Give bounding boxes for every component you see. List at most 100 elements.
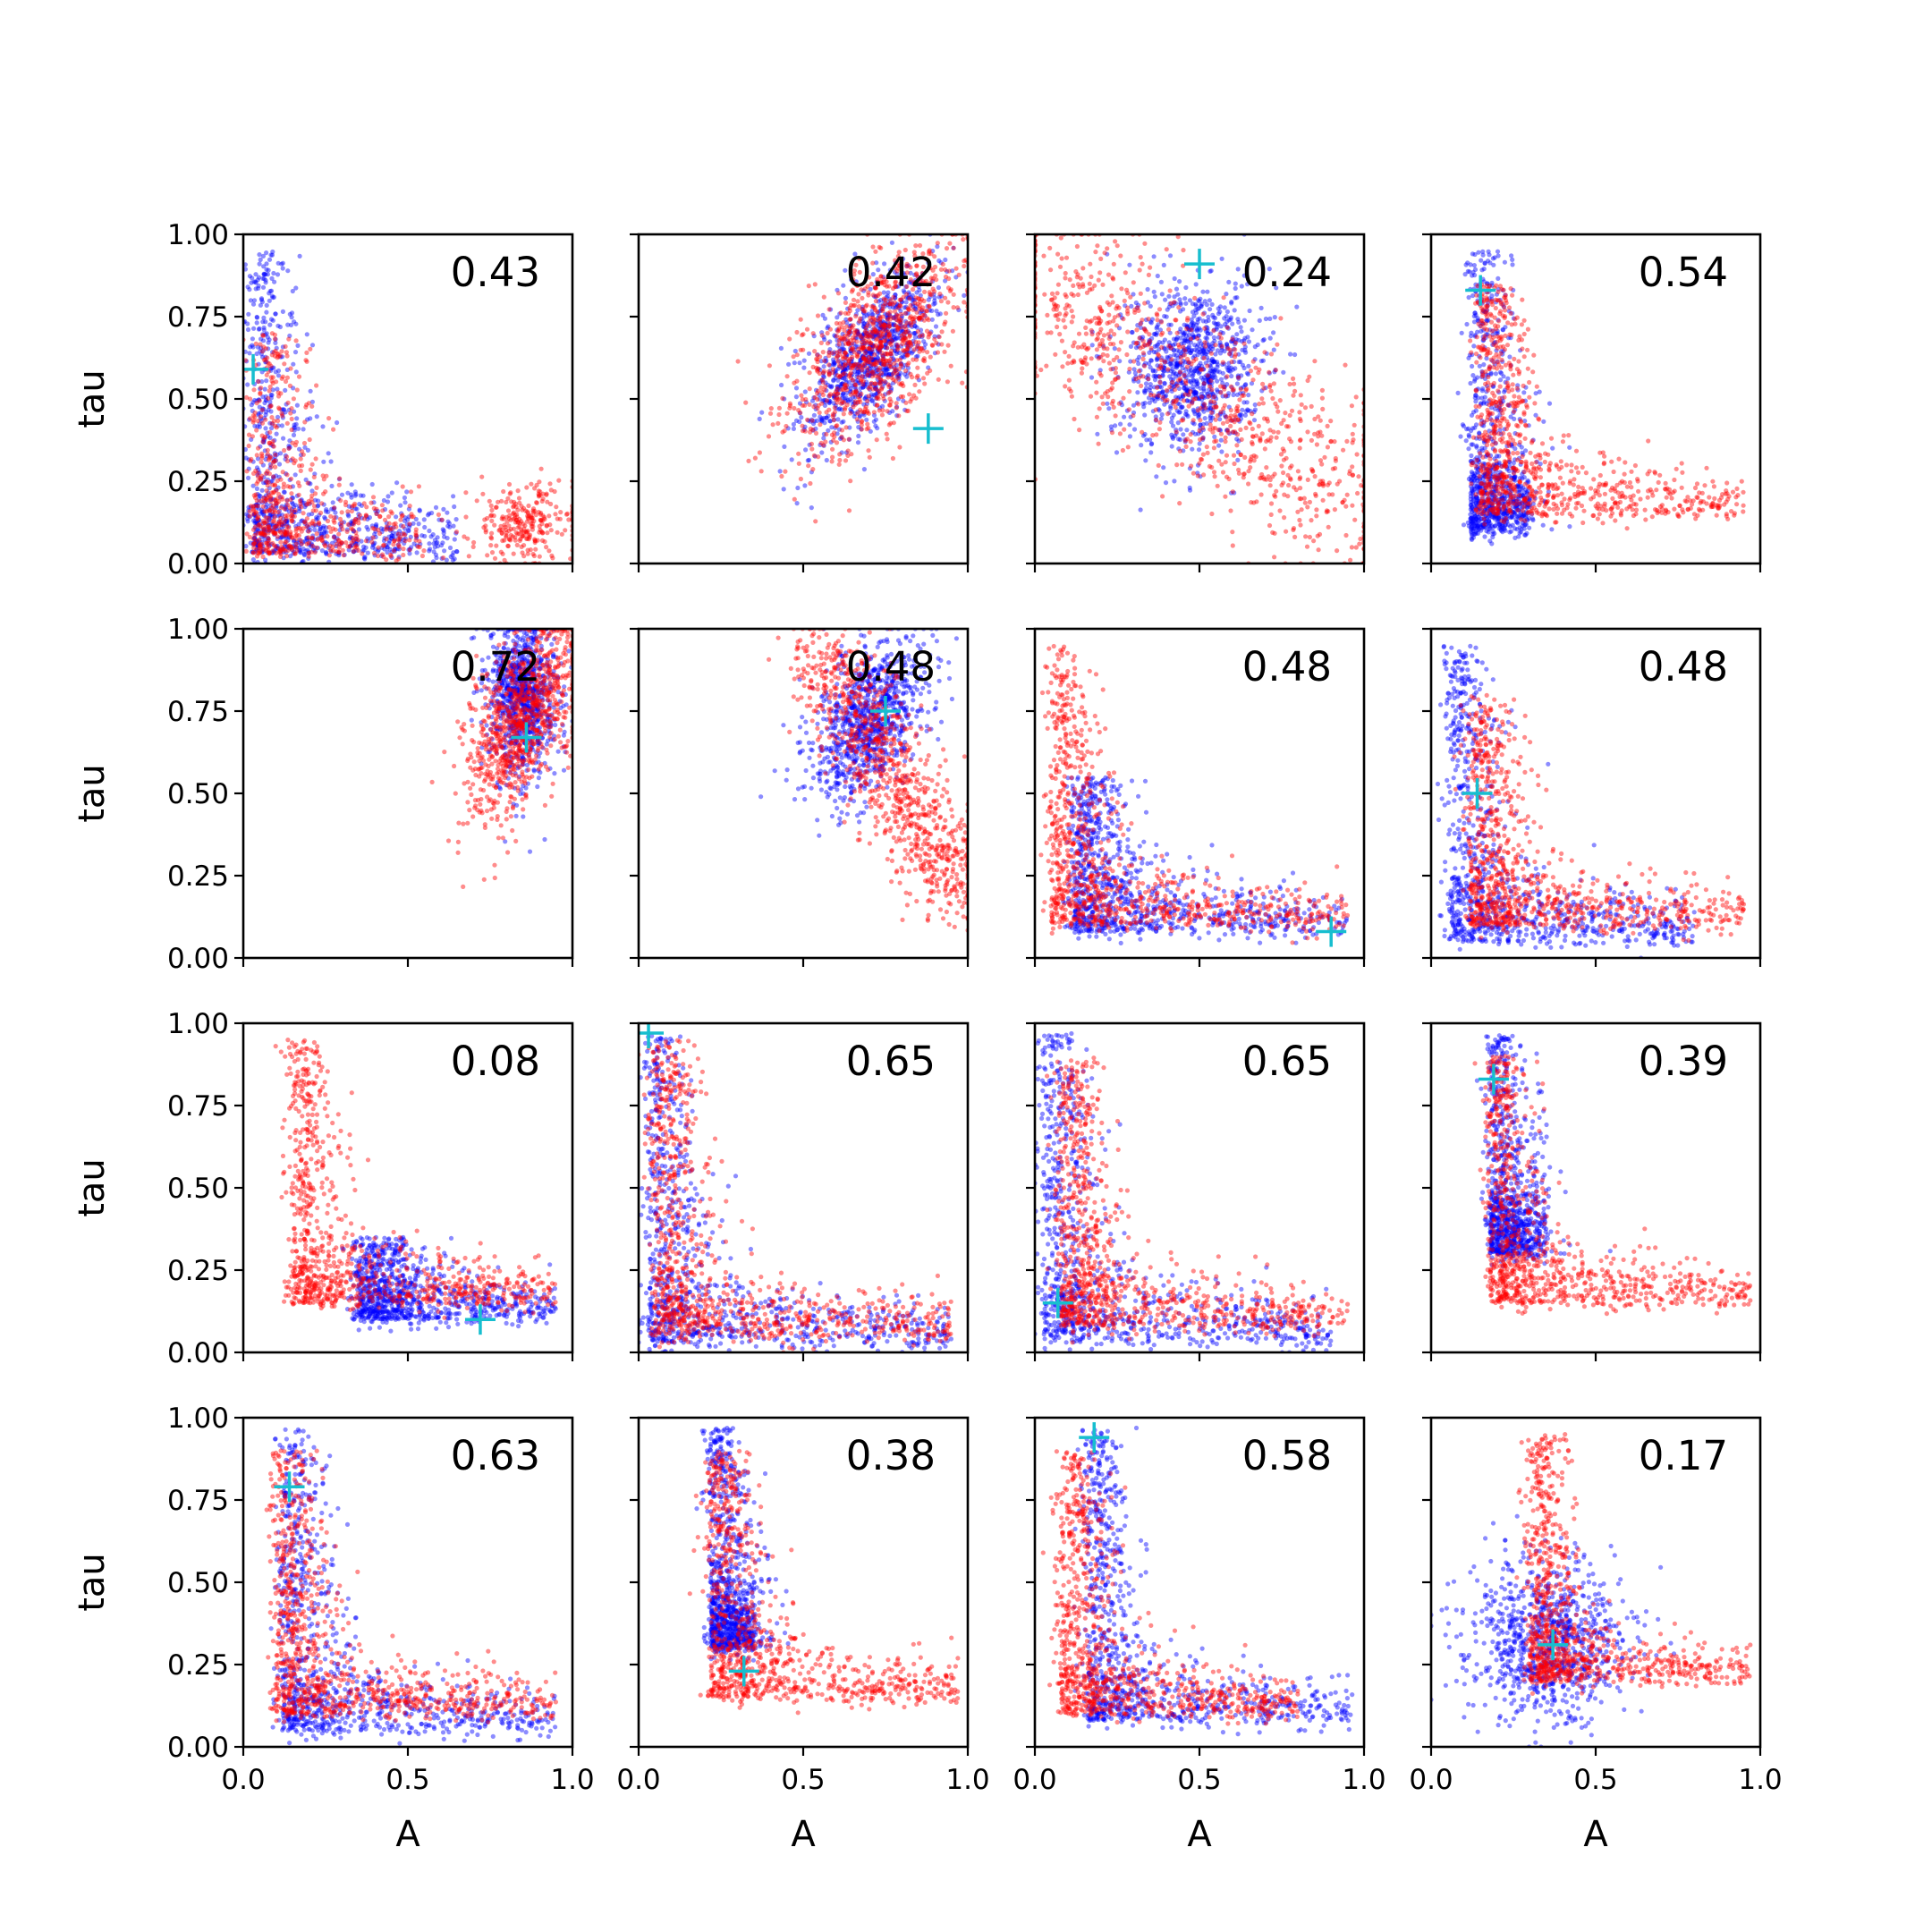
point-red: [924, 328, 930, 334]
point-red: [506, 516, 513, 521]
point-blue: [1185, 336, 1191, 342]
point-blue: [332, 505, 337, 511]
point-red: [780, 429, 785, 435]
point-blue: [1188, 378, 1193, 385]
point-red: [948, 363, 953, 369]
point-blue: [1245, 282, 1250, 287]
point-blue: [279, 504, 284, 509]
point-blue: [1223, 322, 1228, 327]
point-blue: [874, 391, 879, 397]
point-red: [1235, 403, 1241, 409]
point-blue: [853, 386, 859, 392]
point-blue: [886, 367, 891, 372]
point-red: [339, 540, 344, 546]
point-blue: [302, 521, 308, 527]
point-blue: [874, 279, 879, 284]
point-red: [837, 452, 843, 457]
point-red: [883, 301, 888, 307]
point-blue: [276, 474, 282, 480]
point-red: [853, 383, 859, 388]
point-red: [1148, 338, 1153, 343]
point-blue: [1127, 434, 1132, 439]
point-blue: [344, 527, 350, 532]
point-blue: [1193, 334, 1199, 339]
point-blue: [860, 411, 866, 416]
point-blue: [263, 360, 268, 365]
point-blue: [1222, 305, 1227, 310]
point-red: [1109, 401, 1114, 406]
point-blue: [1170, 371, 1176, 377]
point-red: [1200, 425, 1206, 431]
point-red: [920, 279, 926, 284]
point-blue: [809, 470, 815, 475]
point-blue: [857, 414, 862, 419]
point-red: [1049, 291, 1055, 296]
point-blue: [416, 521, 421, 527]
point-blue: [862, 396, 868, 402]
point-red: [274, 501, 279, 506]
point-blue: [1224, 342, 1230, 347]
point-blue: [860, 354, 865, 360]
point-blue: [1200, 318, 1206, 324]
point-blue: [1257, 257, 1262, 262]
point-red: [364, 504, 369, 510]
point-red: [275, 390, 281, 395]
point-blue: [827, 384, 833, 389]
point-blue: [257, 493, 262, 498]
point-red: [345, 509, 351, 514]
point-red: [906, 307, 911, 312]
point-red: [319, 534, 325, 540]
point-blue: [824, 415, 829, 420]
point-blue: [1183, 384, 1189, 389]
point-red: [416, 484, 421, 489]
point-blue: [321, 523, 326, 530]
point-blue: [1243, 409, 1249, 414]
point-red: [1083, 345, 1089, 351]
point-blue: [1219, 347, 1224, 352]
point-red: [933, 273, 938, 278]
point-red: [1328, 438, 1334, 444]
point-red: [879, 324, 885, 329]
point-blue: [258, 386, 263, 392]
point-red: [554, 504, 559, 510]
point-blue: [1190, 301, 1196, 307]
point-red: [735, 359, 741, 364]
point-blue: [317, 529, 322, 534]
point-red: [278, 539, 284, 545]
point-blue: [862, 395, 869, 401]
point-blue: [1106, 406, 1112, 411]
point-blue: [291, 551, 296, 556]
point-blue: [1138, 335, 1143, 341]
point-red: [1188, 388, 1193, 394]
point-blue: [440, 527, 445, 532]
point-blue: [1190, 325, 1196, 330]
point-blue: [1238, 359, 1243, 365]
point-red: [312, 491, 318, 496]
point-blue: [874, 367, 880, 372]
point-blue: [1117, 359, 1123, 364]
point-red: [902, 335, 909, 341]
point-red: [519, 504, 524, 509]
point-red: [885, 409, 890, 414]
point-red: [411, 514, 416, 520]
point-red: [860, 374, 865, 379]
point-blue: [444, 557, 449, 563]
point-blue: [1206, 318, 1211, 323]
point-blue: [255, 543, 260, 548]
point-blue: [279, 423, 284, 428]
point-red: [849, 347, 854, 352]
point-blue: [245, 326, 251, 333]
point-blue: [1162, 402, 1167, 407]
point-red: [881, 279, 886, 284]
point-red: [528, 547, 533, 553]
point-blue: [861, 381, 867, 386]
point-blue: [1202, 346, 1208, 352]
point-blue: [1210, 312, 1216, 318]
point-blue: [253, 548, 259, 554]
point-red: [925, 370, 930, 376]
point-red: [246, 443, 251, 449]
point-blue: [1236, 319, 1241, 325]
point-blue: [434, 540, 439, 547]
point-blue: [397, 529, 402, 534]
point-blue: [894, 304, 900, 309]
